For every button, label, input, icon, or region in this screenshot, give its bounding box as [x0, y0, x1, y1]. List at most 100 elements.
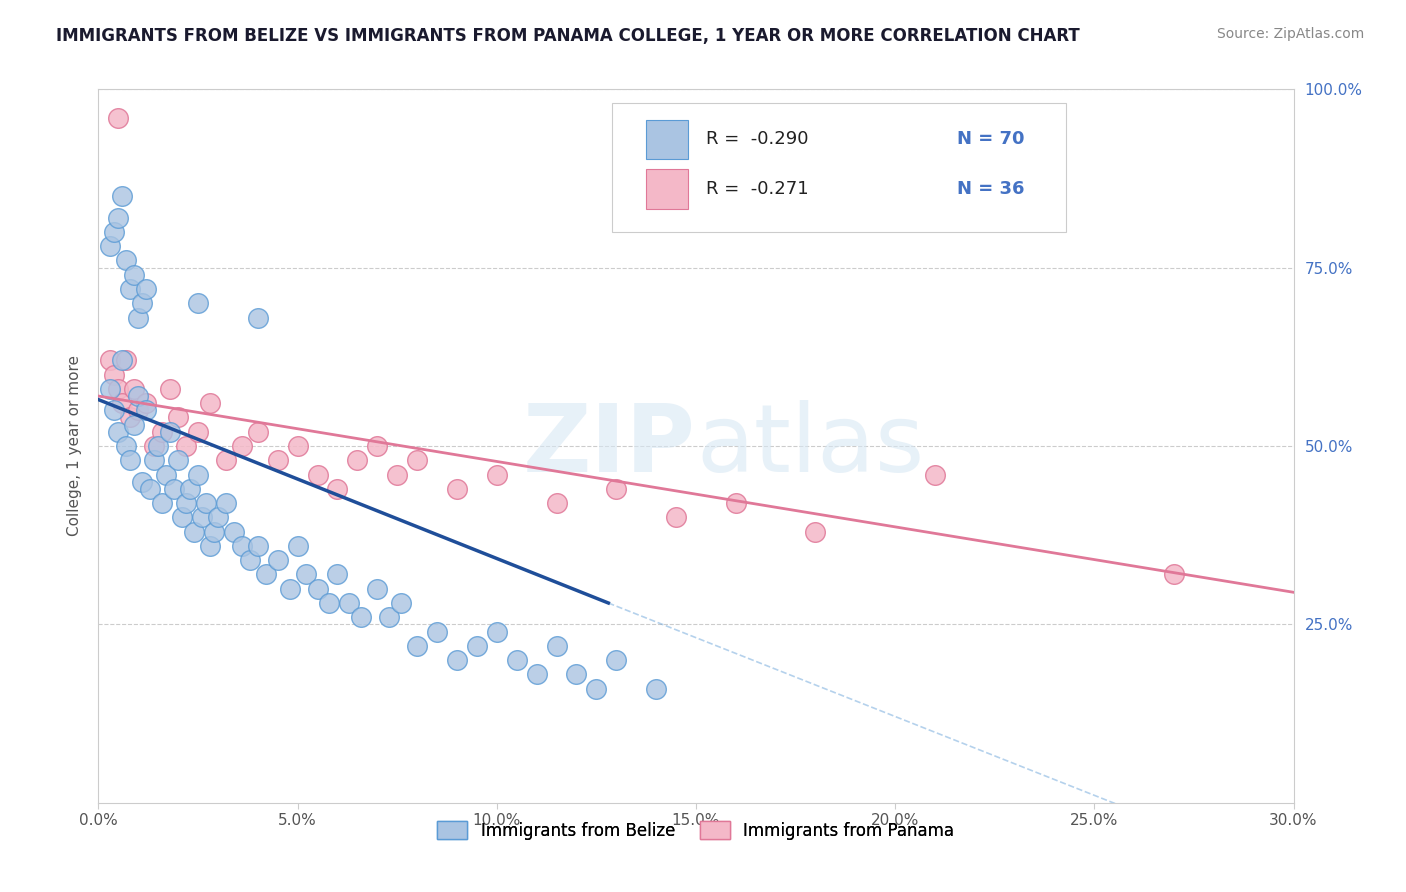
Point — [215, 453, 238, 467]
Point — [179, 482, 201, 496]
Text: R =  -0.290: R = -0.290 — [706, 130, 808, 148]
Point — [326, 482, 349, 496]
Point — [183, 524, 205, 539]
Point — [202, 524, 225, 539]
Point — [163, 482, 186, 496]
Point — [120, 282, 142, 296]
Point — [294, 567, 316, 582]
Point — [111, 396, 134, 410]
Point — [724, 496, 747, 510]
Point — [605, 482, 627, 496]
Point — [924, 467, 946, 482]
Point — [366, 582, 388, 596]
Point — [222, 524, 245, 539]
Text: ZIP: ZIP — [523, 400, 696, 492]
Point — [246, 539, 269, 553]
Point — [485, 467, 508, 482]
Point — [665, 510, 688, 524]
Point — [143, 439, 166, 453]
Point — [107, 111, 129, 125]
Point — [115, 353, 138, 368]
Point — [159, 425, 181, 439]
Point — [231, 439, 253, 453]
Point — [804, 524, 827, 539]
Point — [103, 403, 125, 417]
Point — [318, 596, 340, 610]
Point — [167, 410, 190, 425]
Point — [546, 639, 568, 653]
Point — [115, 253, 138, 268]
Point — [207, 510, 229, 524]
Point — [446, 482, 468, 496]
Point — [278, 582, 301, 596]
Point — [287, 439, 309, 453]
Point — [326, 567, 349, 582]
Point — [124, 382, 146, 396]
Point — [198, 539, 221, 553]
Text: atlas: atlas — [696, 400, 924, 492]
Point — [103, 368, 125, 382]
Point — [187, 296, 209, 310]
Point — [246, 310, 269, 325]
Text: IMMIGRANTS FROM BELIZE VS IMMIGRANTS FROM PANAMA COLLEGE, 1 YEAR OR MORE CORRELA: IMMIGRANTS FROM BELIZE VS IMMIGRANTS FRO… — [56, 27, 1080, 45]
Point — [135, 282, 157, 296]
Point — [307, 582, 329, 596]
Point — [115, 439, 138, 453]
Point — [287, 539, 309, 553]
Point — [107, 382, 129, 396]
Point — [107, 425, 129, 439]
Point — [426, 624, 449, 639]
Point — [139, 482, 162, 496]
Point — [267, 553, 290, 567]
Point — [167, 453, 190, 467]
Point — [215, 496, 238, 510]
Point — [103, 225, 125, 239]
Point — [150, 425, 173, 439]
Point — [446, 653, 468, 667]
Point — [131, 296, 153, 310]
Point — [307, 467, 329, 482]
Point — [120, 410, 142, 425]
Point — [135, 403, 157, 417]
Point — [231, 539, 253, 553]
Point — [385, 467, 409, 482]
Point — [526, 667, 548, 681]
Point — [339, 596, 361, 610]
Point — [98, 239, 122, 253]
Point — [107, 211, 129, 225]
Point — [127, 403, 149, 417]
Point — [506, 653, 529, 667]
Text: Source: ZipAtlas.com: Source: ZipAtlas.com — [1216, 27, 1364, 41]
FancyBboxPatch shape — [645, 120, 688, 159]
Point — [98, 353, 122, 368]
Point — [605, 653, 627, 667]
Point — [127, 310, 149, 325]
Point — [127, 389, 149, 403]
Point — [465, 639, 488, 653]
FancyBboxPatch shape — [613, 103, 1067, 232]
Point — [135, 396, 157, 410]
Point — [172, 510, 194, 524]
Point — [565, 667, 588, 681]
Point — [350, 610, 373, 624]
Point — [187, 425, 209, 439]
Point — [645, 681, 668, 696]
Point — [159, 382, 181, 396]
Point — [143, 453, 166, 467]
Point — [111, 189, 134, 203]
Point — [239, 553, 262, 567]
Point — [389, 596, 412, 610]
Point — [246, 425, 269, 439]
Point — [406, 639, 429, 653]
Point — [191, 510, 214, 524]
Legend: Immigrants from Belize, Immigrants from Panama: Immigrants from Belize, Immigrants from … — [429, 814, 963, 848]
Text: N = 36: N = 36 — [957, 180, 1025, 198]
Y-axis label: College, 1 year or more: College, 1 year or more — [67, 356, 83, 536]
Point — [120, 453, 142, 467]
Point — [150, 496, 173, 510]
Point — [346, 453, 368, 467]
Point — [187, 467, 209, 482]
Point — [546, 496, 568, 510]
Point — [267, 453, 290, 467]
FancyBboxPatch shape — [645, 169, 688, 209]
